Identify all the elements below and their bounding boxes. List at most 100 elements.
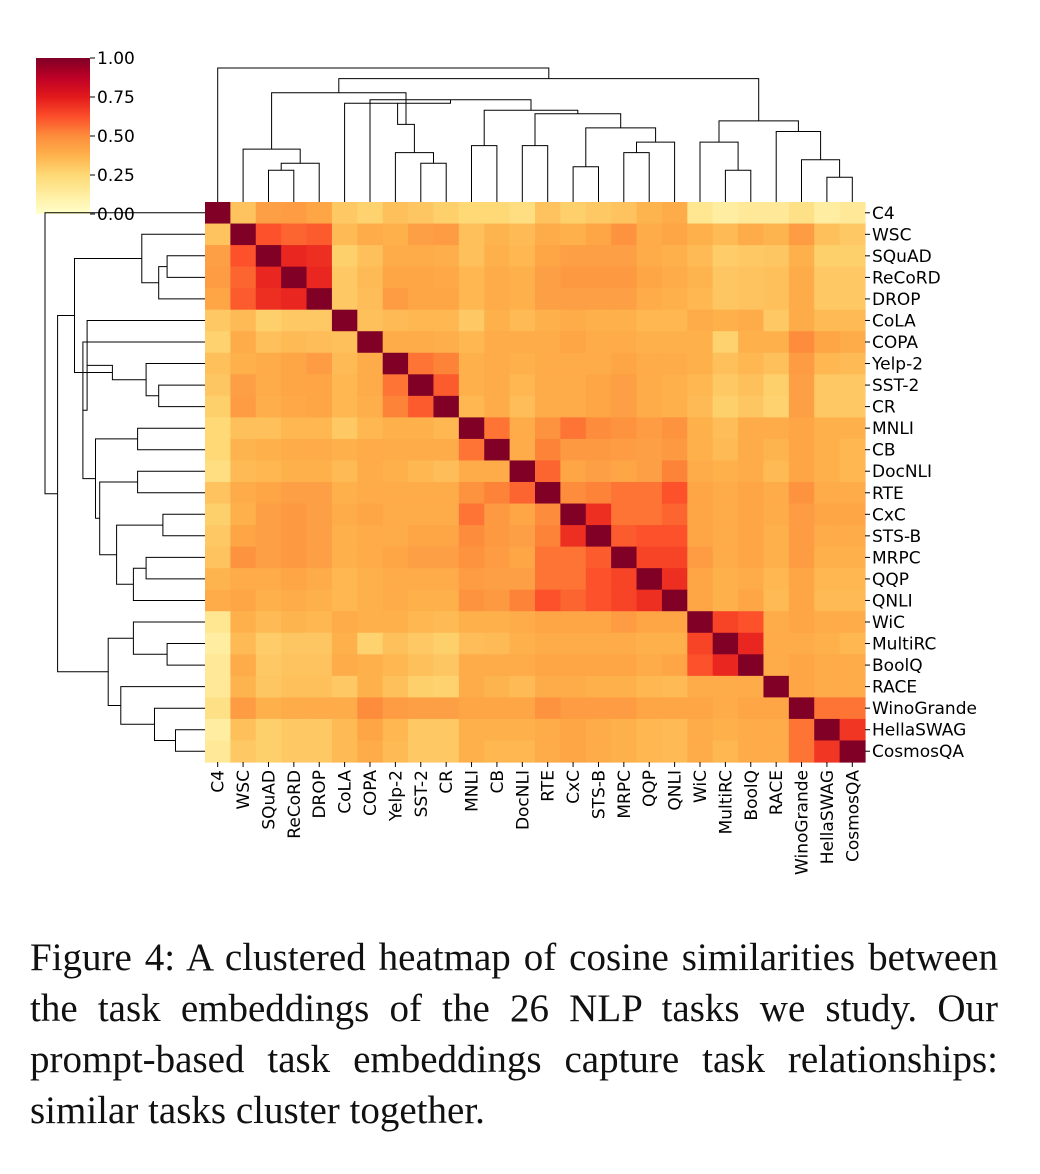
heatmap-cell (738, 740, 765, 763)
heatmap-cell (814, 740, 841, 763)
heatmap-cell (763, 266, 790, 289)
heatmap-cell (535, 374, 561, 397)
heatmap-cell (230, 460, 257, 483)
heatmap-cell (408, 697, 435, 720)
column-label: MultiRC (716, 770, 736, 834)
heatmap-cell (687, 675, 714, 698)
heatmap-cell (585, 697, 612, 720)
heatmap-cell (738, 546, 765, 569)
heatmap-cell (484, 352, 511, 375)
heatmap-cell (357, 245, 384, 268)
heatmap-cell (611, 589, 638, 612)
heatmap-cell (458, 525, 485, 548)
heatmap-cell (408, 675, 435, 698)
heatmap-cell (382, 202, 409, 225)
heatmap-cell (357, 740, 384, 763)
heatmap-cell (839, 374, 866, 397)
heatmap-cell (281, 288, 308, 311)
heatmap-cell (509, 288, 536, 311)
heatmap-cell (661, 266, 688, 289)
heatmap-cell (255, 223, 282, 246)
heatmap-cell (611, 740, 638, 763)
heatmap-cell (382, 611, 409, 634)
heatmap-cell (205, 589, 231, 612)
colorbar-tick-label: 0.25 (97, 166, 135, 186)
heatmap-cell (509, 568, 536, 591)
column-dendrogram-link (471, 145, 498, 202)
heatmap-cell (306, 654, 333, 677)
heatmap-cell (281, 675, 308, 698)
row-dendrogram-link (116, 524, 163, 585)
column-dendrogram (217, 67, 853, 202)
heatmap-cell (331, 654, 358, 677)
heatmap-cell (585, 288, 612, 311)
heatmap-cell (433, 654, 460, 677)
heatmap-cell (738, 503, 765, 526)
row-label: RACE (872, 678, 917, 698)
heatmap-cell (839, 438, 866, 462)
heatmap-cell (306, 417, 333, 440)
heatmap-cell (408, 202, 435, 225)
heatmap-cell (230, 395, 257, 418)
heatmap-cell (230, 740, 257, 763)
heatmap-cell (205, 460, 231, 483)
heatmap-cell (230, 632, 257, 655)
heatmap-cell (509, 503, 536, 526)
heatmap-cell (611, 374, 638, 397)
column-label: SQuAD (259, 770, 279, 830)
heatmap-cell (814, 374, 841, 397)
heatmap-cell (509, 546, 536, 569)
heatmap-cell (560, 438, 587, 462)
heatmap-cell (535, 740, 561, 763)
heatmap-cell (357, 546, 384, 569)
heatmap-cell (509, 632, 536, 655)
heatmap-cell (560, 503, 587, 526)
heatmap-cell (230, 309, 257, 332)
heatmap-cell (205, 611, 231, 634)
heatmap-cell (788, 525, 815, 548)
heatmap-cell (205, 525, 231, 548)
heatmap-cell (839, 395, 866, 418)
heatmap-cell (281, 697, 308, 720)
heatmap-cell (331, 438, 358, 462)
heatmap-cell (763, 245, 790, 268)
heatmap-cell (509, 697, 536, 720)
heatmap-cell (433, 482, 460, 505)
heatmap-cell (306, 245, 333, 268)
heatmap-cell (611, 503, 638, 526)
column-label: RTE (539, 770, 559, 802)
heatmap-cell (306, 395, 333, 418)
heatmap-cell (357, 482, 384, 505)
heatmap-cell (763, 417, 790, 440)
heatmap-cell (535, 331, 561, 354)
heatmap-cell (331, 245, 358, 268)
heatmap-cell (408, 482, 435, 505)
heatmap-cell (788, 352, 815, 375)
heatmap-cell (636, 460, 663, 483)
heatmap-cell (357, 266, 384, 289)
heatmap-cell (255, 266, 282, 289)
heatmap-cell (636, 438, 663, 462)
column-label: CB (488, 770, 508, 794)
heatmap-cell (484, 503, 511, 526)
heatmap-cell (509, 675, 536, 698)
heatmap-cell (763, 740, 790, 763)
row-label: CR (872, 398, 896, 418)
heatmap-cell (687, 611, 714, 634)
column-dendrogram-link (585, 127, 657, 167)
heatmap-cell (611, 697, 638, 720)
heatmap-cell (738, 266, 765, 289)
heatmap-cell (611, 632, 638, 655)
heatmap-cell (408, 395, 435, 418)
heatmap-cell (560, 525, 587, 548)
heatmap-cell (839, 654, 866, 677)
heatmap-cell (814, 632, 841, 655)
heatmap-cell (205, 718, 231, 742)
heatmap-cell (585, 438, 612, 462)
heatmap-cell (205, 288, 231, 311)
heatmap-cell (535, 395, 561, 418)
heatmap-cell (509, 654, 536, 677)
heatmap-cell (408, 288, 435, 311)
heatmap-cell (509, 460, 536, 483)
heatmap-cell (712, 288, 739, 311)
